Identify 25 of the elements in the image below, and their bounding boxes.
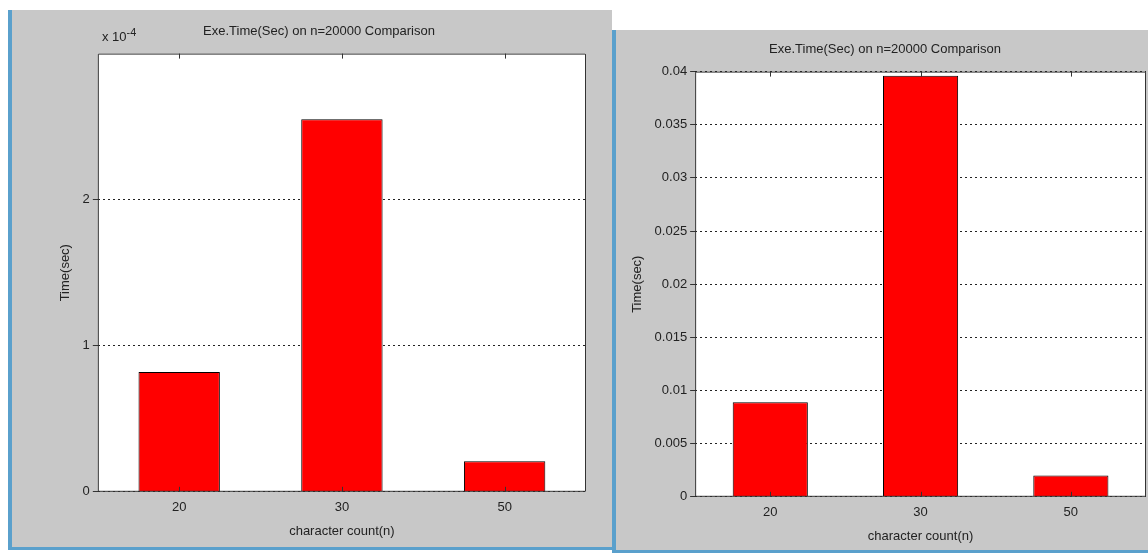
y-tick-label: 0.03 bbox=[661, 169, 688, 185]
x-tick-label: 20 bbox=[763, 504, 778, 520]
y-tick-label: 0.04 bbox=[661, 63, 688, 79]
y-tick-label: 0.005 bbox=[654, 435, 688, 451]
y-tick-label: 2 bbox=[82, 191, 90, 207]
y-tick-label: 0.025 bbox=[654, 222, 688, 238]
y-tick-label: 0.035 bbox=[654, 116, 688, 132]
x-tick-label: 30 bbox=[334, 499, 350, 515]
y-tick-label: 0.015 bbox=[654, 328, 688, 344]
y-axis-title: Time(sec) bbox=[57, 244, 73, 302]
x-tick-label: 50 bbox=[1063, 504, 1079, 520]
y-tick-label: 1 bbox=[82, 337, 90, 353]
y-tick-label: 0.01 bbox=[661, 382, 688, 398]
y-axis-title: Time(sec) bbox=[629, 255, 645, 313]
text: x 10$^{-4}$ bbox=[102, 26, 137, 45]
y-tick-label: 0 bbox=[82, 483, 90, 499]
chart-title: Exe.Time(Sec) on n=20000 Comparison bbox=[769, 41, 1001, 57]
x-tick-label: 50 bbox=[497, 499, 512, 515]
y-tick-label: 0 bbox=[679, 488, 688, 504]
x-tick-label: 20 bbox=[171, 499, 187, 515]
x-tick-label: 30 bbox=[913, 504, 928, 520]
x-axis-title: character count(n) bbox=[867, 527, 974, 543]
y-tick-label: 0.02 bbox=[661, 275, 688, 291]
x-axis-title: character count(n) bbox=[289, 522, 395, 538]
chart-title: Exe.Time(Sec) on n=20000 Comparison bbox=[203, 23, 435, 39]
